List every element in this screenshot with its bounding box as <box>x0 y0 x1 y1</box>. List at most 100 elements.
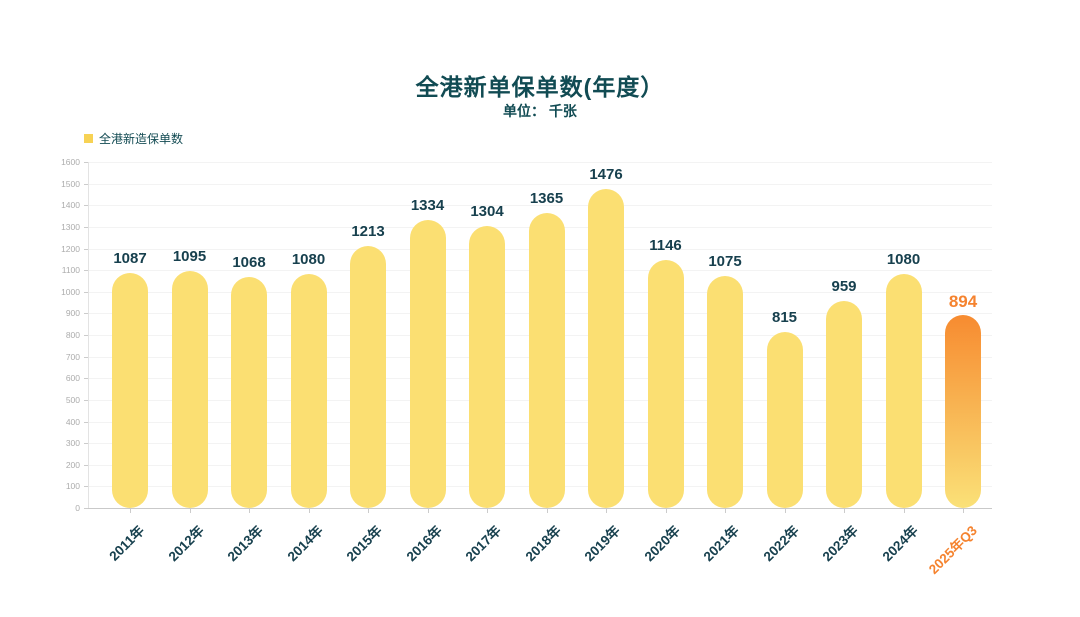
bar <box>647 260 684 508</box>
x-axis-label: 2022年 <box>760 522 802 565</box>
legend-swatch-icon <box>84 134 93 143</box>
bar-value-label: 1334 <box>410 196 445 214</box>
x-axis-label: 2015年 <box>344 522 386 565</box>
x-tick-mark <box>487 509 488 513</box>
bar-value-label: 1075 <box>708 252 742 270</box>
x-axis-label: 2016年 <box>403 522 445 565</box>
x-tick-mark <box>725 509 726 513</box>
x-tick-mark <box>130 509 131 513</box>
x-tick-mark <box>784 509 786 513</box>
y-tick-label: 1600 <box>61 157 80 167</box>
x-tick-mark <box>844 509 845 513</box>
bar-value-label: 1087 <box>113 249 147 267</box>
bar <box>469 226 505 508</box>
y-tick-label: 1400 <box>61 200 80 211</box>
y-tick-label: 800 <box>65 330 80 340</box>
x-tick-mark <box>427 509 429 513</box>
y-tick-mark <box>84 162 88 163</box>
bar <box>350 245 386 508</box>
y-tick-label: 900 <box>65 308 80 319</box>
y-tick-label: 200 <box>65 459 80 470</box>
y-tick-label: 100 <box>65 481 80 492</box>
x-tick-mark <box>249 509 250 513</box>
y-tick-label: 500 <box>65 394 80 405</box>
y-tick-mark <box>84 183 88 185</box>
gridline <box>88 162 992 163</box>
x-axis-label: 2019年 <box>582 522 624 565</box>
bar-value-label: 1213 <box>351 222 385 240</box>
x-axis-label: 2025年Q3 <box>926 522 981 577</box>
y-tick-mark <box>84 486 88 488</box>
gridline <box>88 183 992 185</box>
legend: 全港新造保单数 <box>84 130 183 147</box>
bar <box>409 219 446 508</box>
y-tick-mark <box>84 378 88 380</box>
x-axis-baseline <box>88 508 992 509</box>
bar-value-label: 1146 <box>649 237 682 255</box>
bar-value-label: 1080 <box>291 251 326 269</box>
y-tick-label: 400 <box>65 416 80 427</box>
y-tick-mark <box>84 226 88 228</box>
bar <box>707 275 743 508</box>
x-axis-label: 2024年 <box>879 522 921 565</box>
y-tick-mark <box>84 248 88 250</box>
gridline <box>88 205 992 207</box>
y-tick-mark <box>84 421 88 423</box>
y-tick-mark <box>84 270 88 272</box>
bar <box>528 212 565 508</box>
x-axis-label: 2013年 <box>225 522 267 565</box>
x-axis-label: 2023年 <box>820 522 862 565</box>
y-tick-mark <box>84 356 88 358</box>
bar <box>231 277 267 508</box>
bar <box>588 188 624 508</box>
y-tick-mark <box>84 443 88 445</box>
y-tick-mark <box>84 508 88 509</box>
y-axis-line <box>88 162 89 508</box>
bar-value-label: 1365 <box>529 189 564 207</box>
chart-subtitle: 单位： 千张 <box>503 103 577 119</box>
y-tick-label: 600 <box>65 373 80 384</box>
bar-value-label: 1095 <box>172 248 207 266</box>
y-tick-mark <box>84 335 88 336</box>
bar-value-label: 1304 <box>470 203 504 220</box>
x-axis-label: 2017年 <box>463 522 505 565</box>
y-tick-mark <box>84 205 88 207</box>
bar-value-label: 894 <box>948 291 978 311</box>
y-tick-mark <box>84 313 88 315</box>
bar-value-label: 1476 <box>589 165 623 183</box>
chart-title: 全港新单保单数(年度） <box>415 74 665 100</box>
y-tick-mark <box>84 291 88 293</box>
y-tick-mark <box>84 464 88 466</box>
x-axis-label: 2021年 <box>701 522 743 565</box>
bar <box>290 274 327 508</box>
y-tick-label: 1200 <box>61 243 80 254</box>
y-tick-mark <box>84 399 88 401</box>
y-tick-label: 300 <box>65 438 80 449</box>
x-tick-mark <box>189 509 191 513</box>
y-tick-label: 700 <box>65 351 80 362</box>
y-tick-label: 0 <box>75 503 80 513</box>
bar-value-label: 815 <box>771 308 798 326</box>
x-axis-label: 2012年 <box>165 522 207 565</box>
x-axis-label: 2018年 <box>522 522 564 565</box>
bar-value-label: 1080 <box>886 251 921 269</box>
y-tick-label: 1500 <box>61 178 80 189</box>
x-axis-label: 2011年 <box>106 522 148 564</box>
bar <box>885 274 922 508</box>
x-axis-label: 2020年 <box>641 522 683 565</box>
x-tick-mark <box>963 509 964 513</box>
bar-value-label: 1068 <box>232 254 266 272</box>
x-axis-label: 2014年 <box>284 522 326 565</box>
bar <box>171 271 208 508</box>
x-tick-mark <box>308 509 310 513</box>
bar-value-label: 959 <box>831 277 857 295</box>
y-tick-label: 1000 <box>61 286 80 297</box>
x-tick-mark <box>546 509 548 513</box>
x-tick-mark <box>606 509 607 513</box>
legend-label: 全港新造保单数 <box>99 132 184 146</box>
bar-highlighted <box>945 314 981 508</box>
bar <box>766 331 803 508</box>
y-tick-label: 1300 <box>61 221 80 232</box>
